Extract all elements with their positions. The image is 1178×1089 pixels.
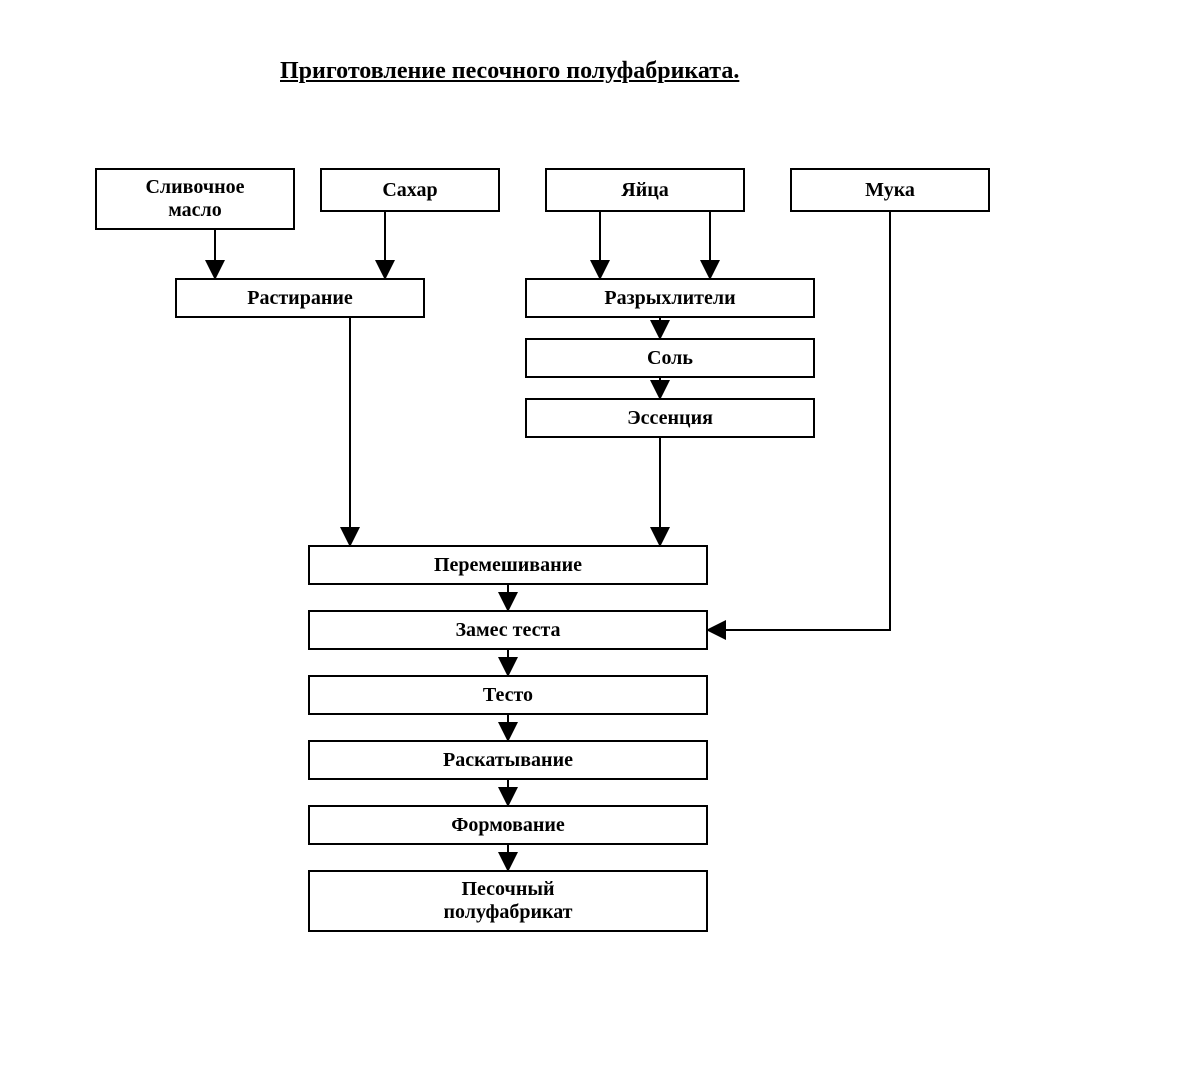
node-sugar: Сахар — [320, 168, 500, 212]
node-mix: Перемешивание — [308, 545, 708, 585]
node-salt: Соль — [525, 338, 815, 378]
node-grind: Растирание — [175, 278, 425, 318]
node-leaven: Разрыхлители — [525, 278, 815, 318]
node-form: Формование — [308, 805, 708, 845]
node-result: Песочныйполуфабрикат — [308, 870, 708, 932]
node-dough: Тесто — [308, 675, 708, 715]
node-flour: Мука — [790, 168, 990, 212]
node-essence: Эссенция — [525, 398, 815, 438]
node-knead: Замес теста — [308, 610, 708, 650]
node-roll: Раскатывание — [308, 740, 708, 780]
node-butter: Сливочноемасло — [95, 168, 295, 230]
node-eggs: Яйца — [545, 168, 745, 212]
